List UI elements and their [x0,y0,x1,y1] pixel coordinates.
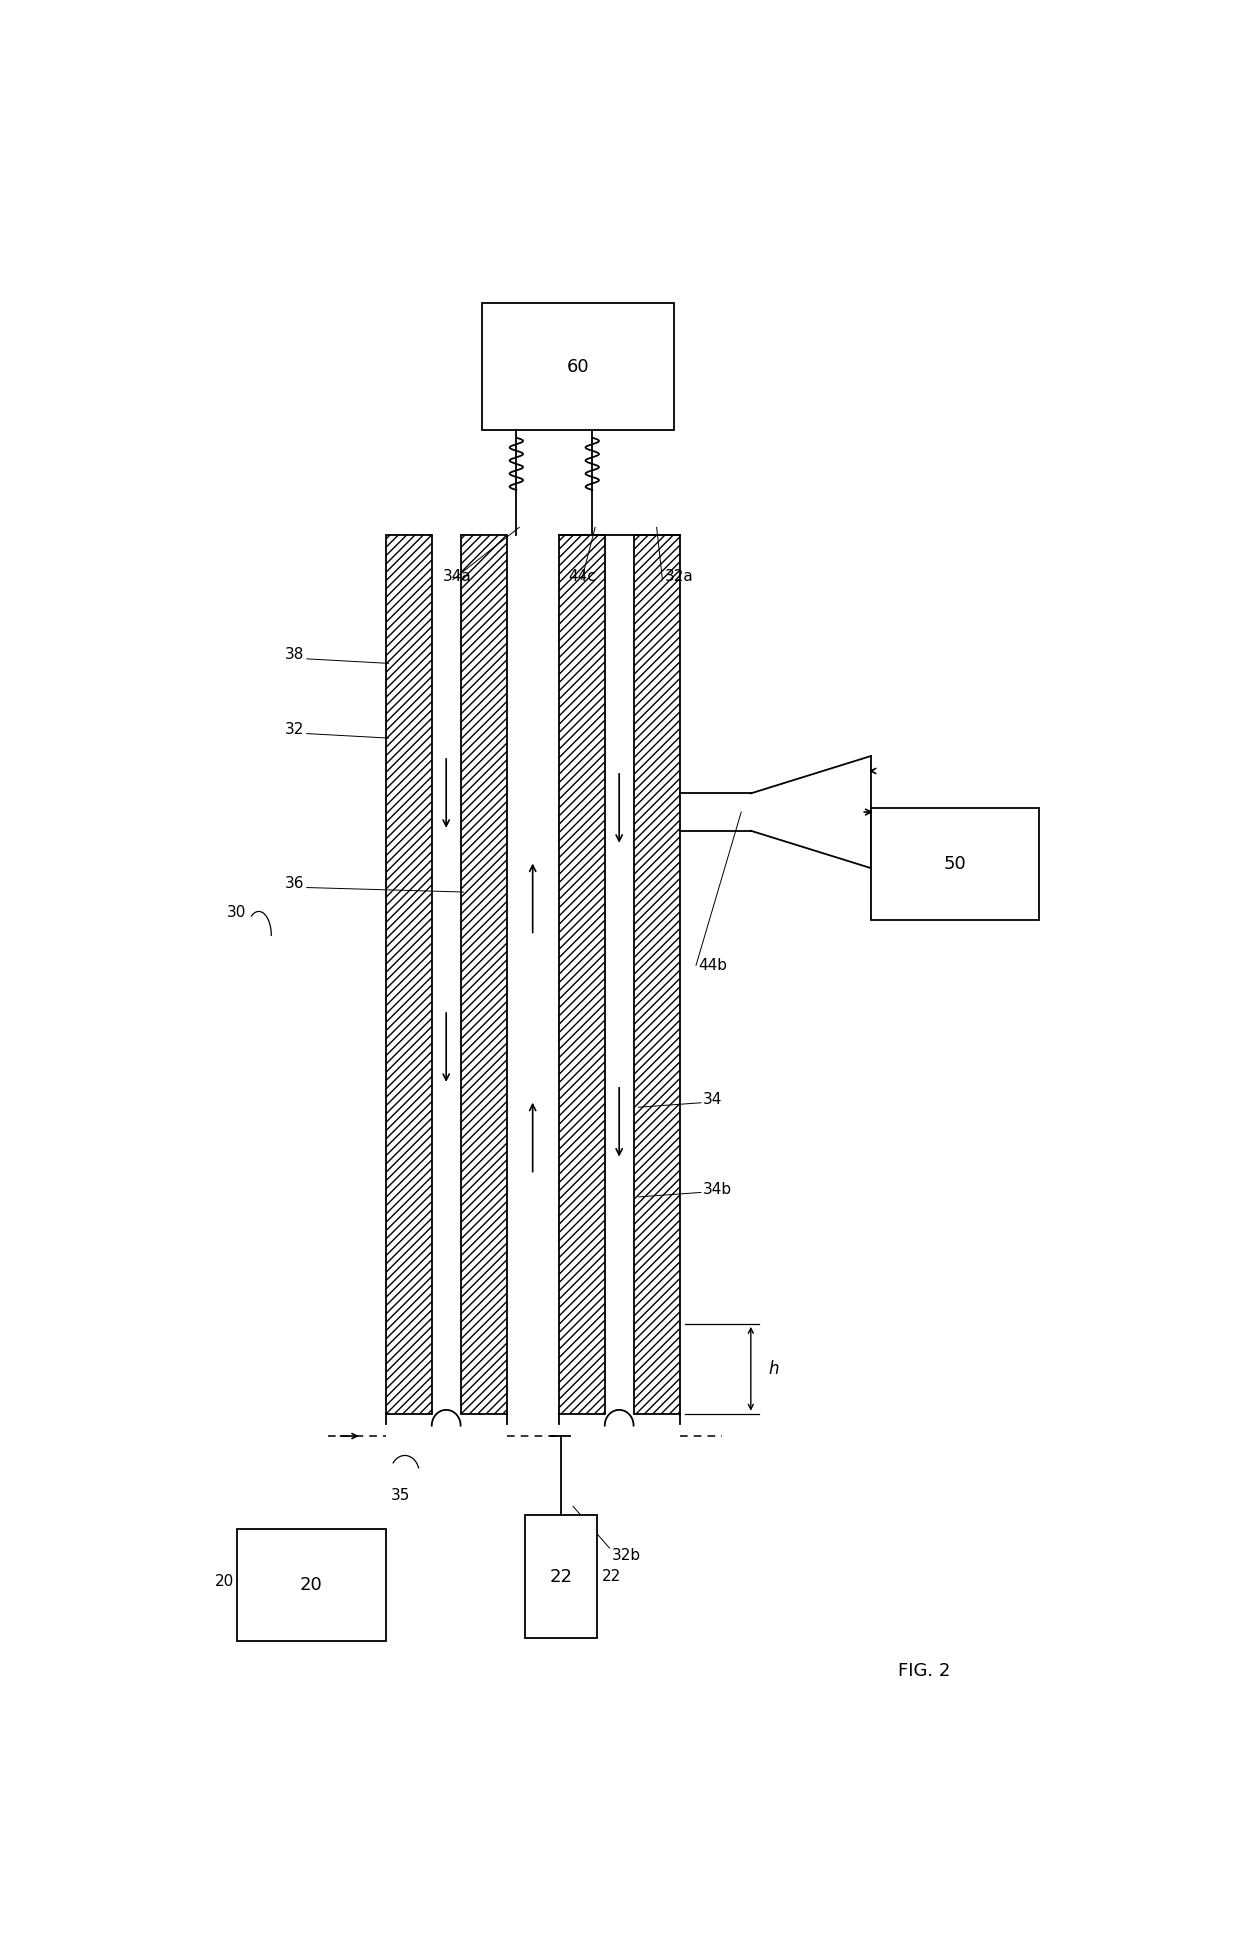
Bar [634,536,680,1413]
Text: 22: 22 [549,1568,573,1586]
Text: 34: 34 [703,1093,722,1106]
Text: 35: 35 [391,1489,409,1504]
Bar [558,536,605,1413]
Bar [460,536,507,1413]
Text: 60: 60 [567,357,589,377]
Text: 34a: 34a [444,569,472,584]
Bar [870,807,1039,920]
Bar [386,536,432,1413]
Text: 44b: 44b [698,957,727,972]
Text: 20: 20 [215,1574,234,1588]
Text: 32: 32 [285,722,304,738]
Text: 50: 50 [944,856,966,873]
Bar [237,1530,386,1640]
Text: h: h [768,1361,779,1378]
Bar [525,1516,598,1638]
Text: 38: 38 [285,646,304,662]
Text: 30: 30 [227,905,247,920]
Text: 34b: 34b [703,1182,732,1198]
Text: FIG. 2: FIG. 2 [898,1661,950,1679]
Text: 32b: 32b [611,1549,641,1563]
Text: 44c: 44c [568,569,596,584]
Text: 36: 36 [284,875,304,891]
Text: 32a: 32a [665,569,693,584]
Bar [481,303,675,431]
Text: 22: 22 [601,1568,621,1584]
Text: 20: 20 [300,1576,322,1594]
